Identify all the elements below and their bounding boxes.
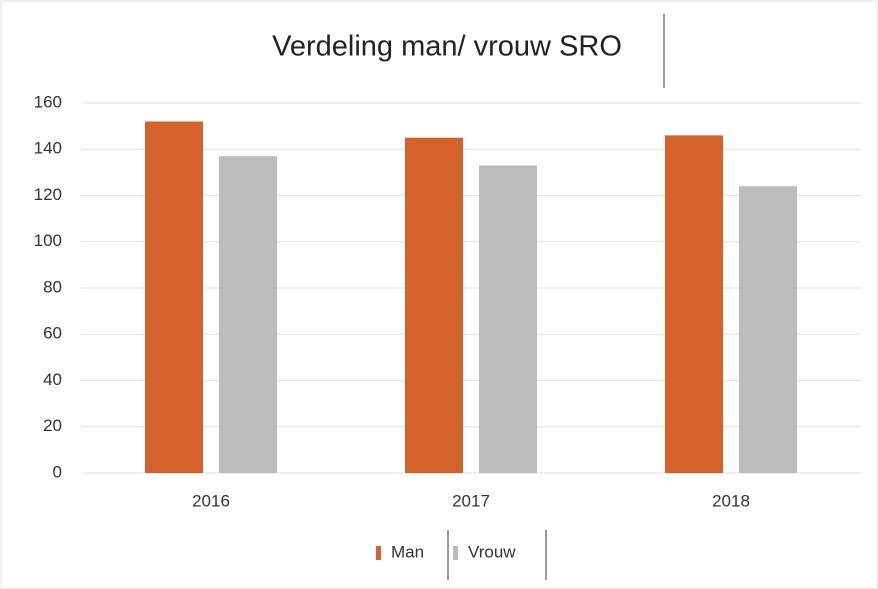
y-tick-label: 80 (43, 277, 62, 296)
x-tick-label: 2018 (712, 491, 750, 510)
legend-label: Vrouw (468, 542, 516, 561)
bar (219, 156, 277, 473)
x-tick-label: 2016 (192, 491, 230, 510)
x-tick-label: 2017 (452, 491, 490, 510)
bar (145, 121, 203, 473)
y-tick-label: 160 (34, 92, 62, 111)
legend-marker (453, 546, 458, 560)
legend-label: Man (391, 542, 424, 561)
chart-title: Verdeling man/ vrouw SRO (272, 31, 622, 63)
y-tick-label: 60 (43, 324, 62, 343)
bar (665, 135, 723, 473)
y-tick-label: 140 (34, 139, 62, 158)
legend-marker (376, 546, 381, 560)
y-tick-label: 20 (43, 416, 62, 435)
y-tick-label: 40 (43, 370, 62, 389)
y-tick-label: 100 (34, 231, 62, 250)
bar (405, 137, 463, 473)
y-tick-label: 120 (34, 185, 62, 204)
bar (739, 186, 797, 473)
bar (479, 165, 537, 473)
y-tick-label: 0 (53, 462, 62, 481)
